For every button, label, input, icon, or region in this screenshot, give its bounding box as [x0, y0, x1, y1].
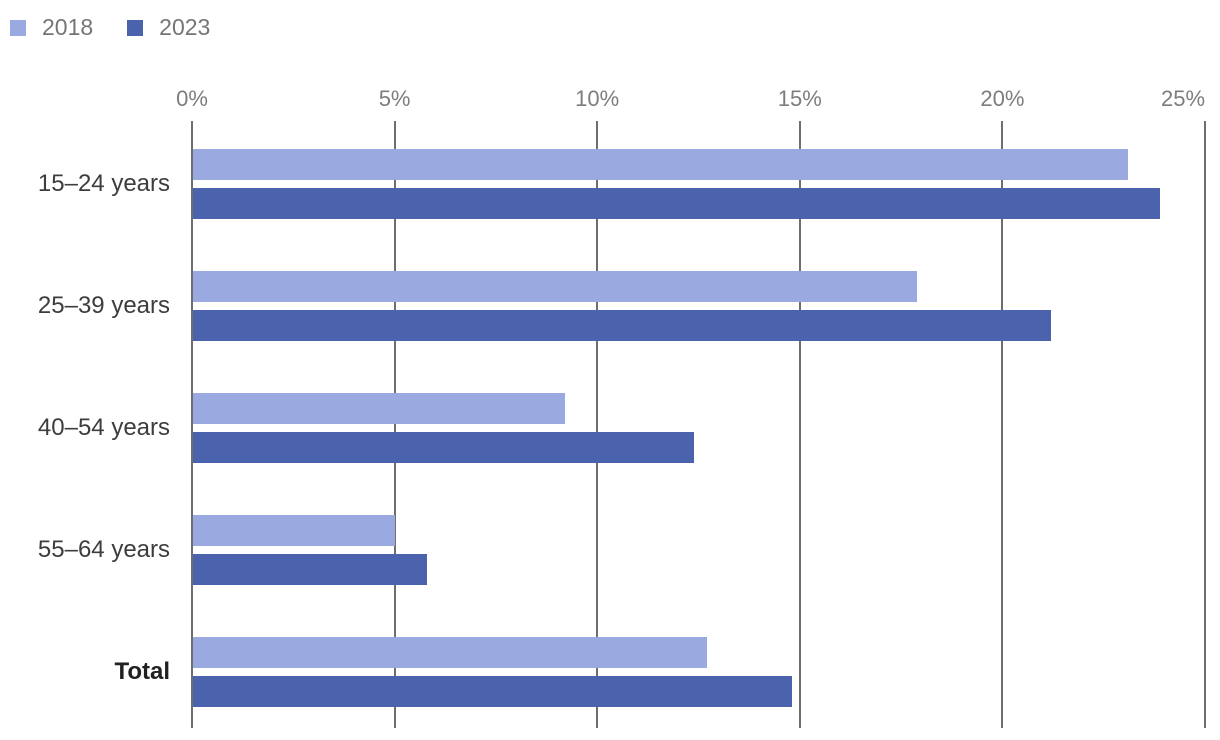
gridline-25%: [1204, 121, 1206, 728]
x-axis-tick-label: 15%: [777, 86, 822, 111]
bar-2023-55–64-years: [193, 554, 428, 585]
legend-swatch-2023-icon: [127, 19, 144, 36]
x-axis-tick-label: 20%: [980, 86, 1025, 111]
gridline-20%: [1001, 121, 1004, 728]
legend-item-2018: 2018: [10, 16, 93, 39]
category-label: Total: [114, 658, 170, 685]
category-label: 40–54 years: [37, 414, 170, 441]
x-axis-tick-label: 0%: [176, 86, 208, 111]
bar-2023-40–54-years: [193, 432, 695, 463]
gridline-5%: [393, 121, 396, 728]
bar-2023-Total: [193, 676, 792, 707]
gridline-10%: [596, 121, 599, 728]
x-axis-tick-label: 5%: [378, 86, 411, 111]
bar-2018-Total: [193, 637, 707, 668]
legend-item-2023: 2023: [127, 16, 210, 39]
category-label: 25–39 years: [37, 292, 170, 319]
gridline-15%: [798, 121, 801, 728]
bar-2023-25–39-years: [193, 310, 1052, 341]
gridline-0%: [191, 121, 193, 728]
legend: 2018 2023: [10, 16, 210, 39]
bar-2018-25–39-years: [193, 271, 918, 302]
legend-label-2023: 2023: [159, 14, 211, 40]
bar-2018-40–54-years: [193, 393, 565, 424]
bar-2018-55–64-years: [193, 515, 395, 546]
x-axis-tick-label: 25%: [1160, 86, 1206, 111]
category-label: 55–64 years: [37, 536, 170, 563]
legend-swatch-2018-icon: [10, 19, 26, 36]
category-label: 15–24 years: [37, 170, 170, 197]
bar-2018-15–24-years: [193, 149, 1128, 180]
x-axis-tick-label: 10%: [575, 86, 620, 111]
bar-2023-15–24-years: [193, 188, 1161, 219]
legend-label-2018: 2018: [42, 14, 94, 40]
